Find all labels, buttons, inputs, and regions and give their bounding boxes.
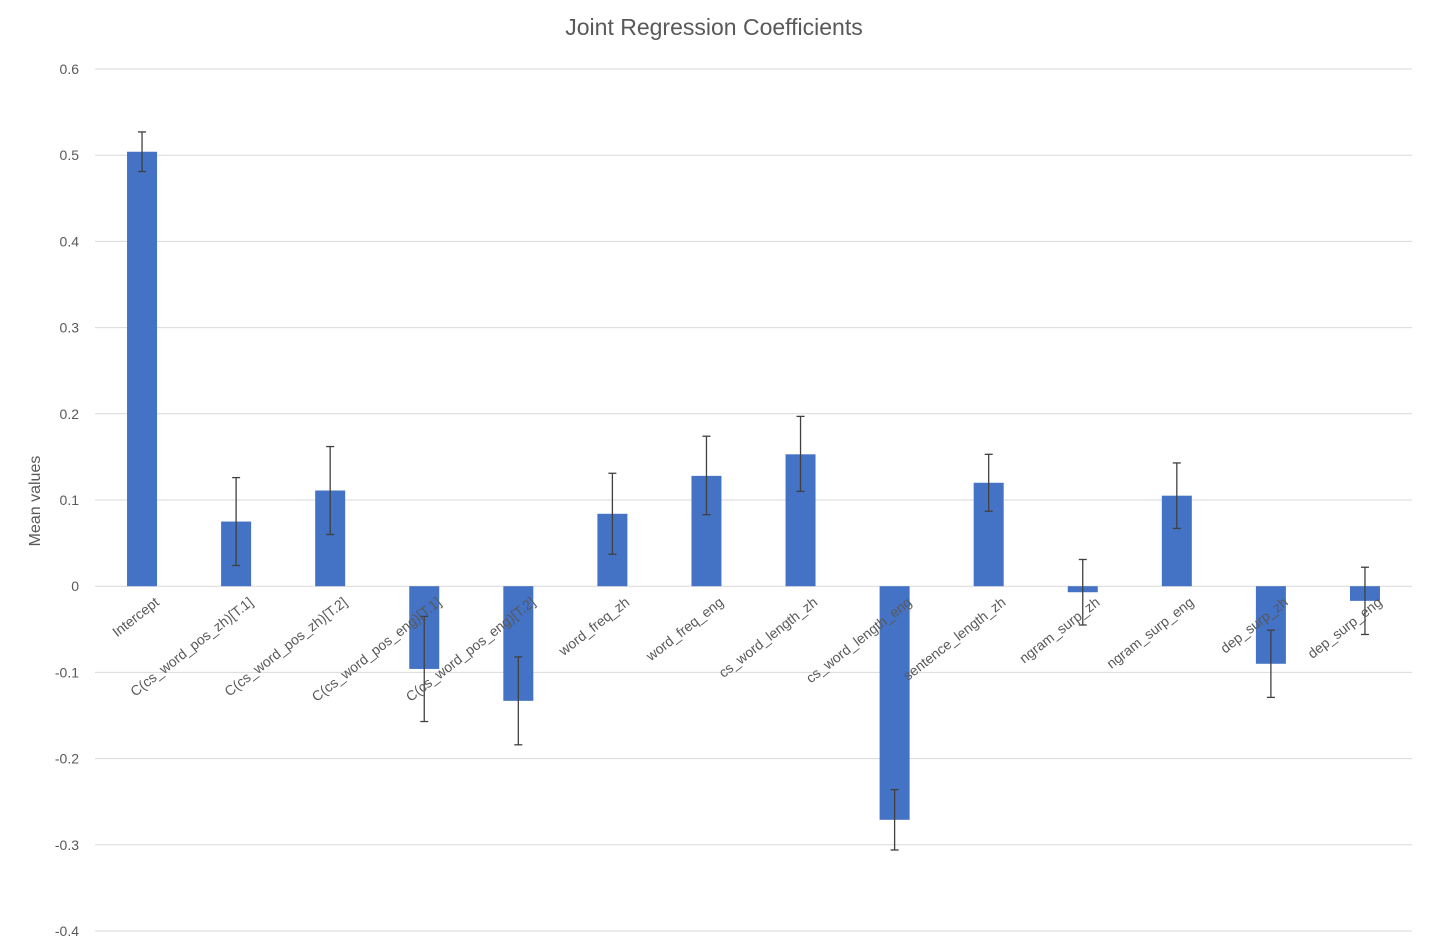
error-bar: [1172, 462, 1181, 530]
error-bar: [984, 453, 993, 512]
chart-title: Joint Regression Coefficients: [565, 14, 862, 40]
y-tick-label: 0.5: [60, 147, 80, 163]
error-bar: [420, 615, 429, 723]
x-category-label: word_freq_eng: [642, 594, 726, 665]
y-tick-label: 0.6: [60, 61, 80, 77]
gridlines: [95, 68, 1412, 932]
error-bar: [1078, 558, 1087, 626]
y-tick-label: 0.3: [60, 320, 80, 336]
error-bar: [702, 435, 711, 516]
error-bar: [1266, 629, 1275, 699]
x-category-label: dep_surp_eng: [1304, 594, 1384, 662]
error-bar: [138, 131, 147, 173]
y-tick-label: 0.4: [60, 233, 80, 249]
error-bar: [890, 788, 899, 851]
y-tick-label: -0.4: [55, 923, 79, 939]
bars: [127, 151, 1380, 820]
y-tick-label: 0.2: [60, 406, 80, 422]
x-category-label: cs_word_length_zh: [715, 594, 820, 681]
y-axis-label: Mean values: [27, 456, 44, 547]
x-category-label: ngram_surp_eng: [1103, 594, 1196, 672]
category-labels: InterceptC(cs_word_pos_zh)[T.1]C(cs_word…: [109, 594, 1385, 705]
bar: [879, 586, 910, 820]
error-bar: [514, 656, 523, 746]
error-bar: [1360, 566, 1369, 636]
error-bars: [138, 131, 1369, 851]
y-tick-label: 0: [71, 578, 79, 594]
x-category-label: ngram_surp_zh: [1016, 594, 1103, 667]
bar: [127, 151, 158, 587]
y-tick-label: 0.1: [60, 492, 80, 508]
x-category-label: word_freq_zh: [555, 594, 632, 659]
x-category-label: sentence_length_zh: [900, 594, 1009, 684]
y-tick-label: -0.1: [55, 664, 79, 680]
y-axis-ticks: 0.6 0.5 0.4 0.3 0.2 0.1 0 -0.1 -0.2 -0.3 -0.4: [55, 61, 79, 939]
error-bar: [608, 472, 617, 555]
error-bar: [796, 415, 805, 493]
y-tick-label: -0.3: [55, 837, 79, 853]
error-bar: [232, 476, 241, 567]
y-tick-label: -0.2: [55, 751, 79, 767]
x-category-label: Intercept: [109, 594, 162, 640]
error-bar: [326, 445, 335, 536]
